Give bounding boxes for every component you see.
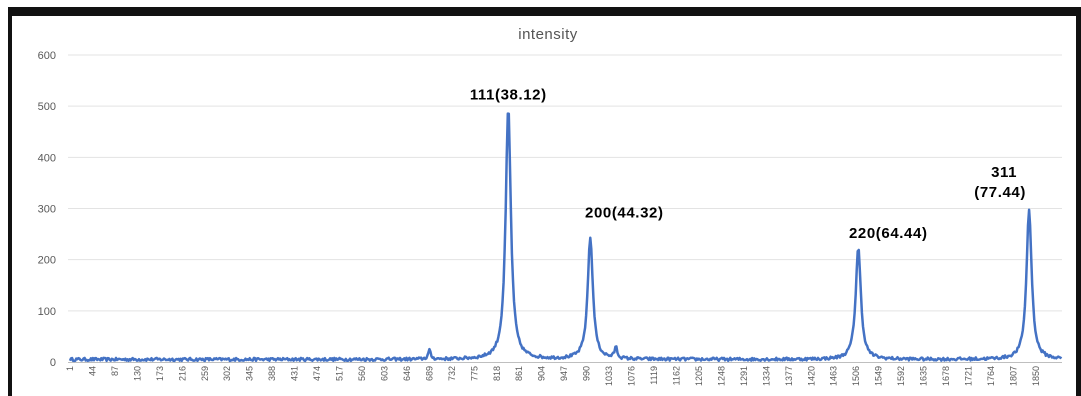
- x-tick-label: 1334: [761, 366, 771, 386]
- grid-lines: [68, 54, 1062, 312]
- x-tick-label: 1678: [941, 366, 951, 386]
- x-tick-label: 560: [357, 366, 367, 381]
- x-tick-label: 1807: [1008, 366, 1018, 386]
- x-axis-ticks: 1 44 87 130 173 216 259 302 345 388 431 474 517 560 60…: [65, 366, 1041, 386]
- x-tick-label: 173: [155, 366, 165, 381]
- x-tick-label: 1506: [851, 366, 861, 386]
- peak-label: 200(44.32): [585, 205, 664, 222]
- peak-label: (77.44): [974, 184, 1026, 201]
- x-tick-label: 1764: [986, 366, 996, 386]
- x-tick-label: 861: [514, 366, 524, 381]
- x-tick-label: 646: [402, 366, 412, 381]
- x-tick-label: 1076: [627, 366, 637, 386]
- x-tick-label: 216: [177, 366, 187, 381]
- x-tick-label: 431: [290, 366, 300, 381]
- x-tick-label: 1248: [716, 366, 726, 386]
- x-tick-label: 302: [222, 366, 232, 381]
- x-tick-label: 1377: [784, 366, 794, 386]
- y-tick-label: 600: [38, 50, 56, 62]
- peak-label: 220(64.44): [849, 225, 928, 242]
- x-tick-label: 775: [469, 366, 479, 381]
- x-tick-label: 1635: [919, 366, 929, 386]
- peak-label: 111(38.12): [470, 87, 547, 104]
- peak-label: 311: [991, 164, 1017, 181]
- series-line-0: [68, 112, 1063, 363]
- x-tick-label: 1592: [896, 366, 906, 386]
- x-tick-label: 990: [582, 366, 592, 381]
- chart-title: intensity: [518, 26, 578, 43]
- x-tick-label: 732: [447, 366, 457, 381]
- x-tick-label: 603: [379, 366, 389, 381]
- x-tick-label: 44: [87, 366, 97, 376]
- x-tick-label: 1721: [963, 366, 973, 386]
- x-tick-label: 1420: [806, 366, 816, 386]
- y-axis-ticks: 0 100 200 300 400 500 600: [38, 50, 56, 369]
- series-layer: [68, 112, 1063, 363]
- y-tick-label: 0: [50, 357, 56, 369]
- x-tick-label: 87: [110, 366, 120, 376]
- x-tick-label: 474: [312, 366, 322, 381]
- x-tick-label: 1205: [694, 366, 704, 386]
- annotations: 111(38.12) 200(44.32) 220(64.44) 311 (77.44): [470, 87, 1026, 242]
- y-tick-label: 400: [38, 152, 56, 164]
- x-tick-label: 1463: [829, 366, 839, 386]
- frame-right-border: [1076, 7, 1081, 396]
- x-tick-label: 1033: [604, 366, 614, 386]
- x-tick-label: 517: [335, 366, 345, 381]
- x-tick-label: 259: [200, 366, 210, 381]
- y-tick-label: 100: [38, 306, 56, 318]
- y-tick-label: 500: [38, 101, 56, 113]
- x-tick-label: 904: [537, 366, 547, 381]
- y-tick-label: 200: [38, 255, 56, 267]
- x-tick-label: 1291: [739, 366, 749, 386]
- x-tick-label: 130: [132, 366, 142, 381]
- x-tick-label: 818: [492, 366, 502, 381]
- x-tick-label: 1119: [649, 366, 659, 385]
- x-tick-label: 947: [559, 366, 569, 381]
- frame-left-border: [8, 7, 12, 396]
- y-tick-label: 300: [38, 204, 56, 216]
- x-tick-label: 1850: [1031, 366, 1041, 386]
- x-tick-label: 1549: [874, 366, 884, 386]
- x-tick-label: 345: [245, 366, 255, 381]
- frame-top-border: [8, 7, 1081, 16]
- x-tick-label: 1162: [671, 366, 681, 385]
- x-tick-label: 388: [267, 366, 277, 381]
- x-tick-label: 689: [424, 366, 434, 381]
- x-tick-label: 1: [65, 366, 75, 371]
